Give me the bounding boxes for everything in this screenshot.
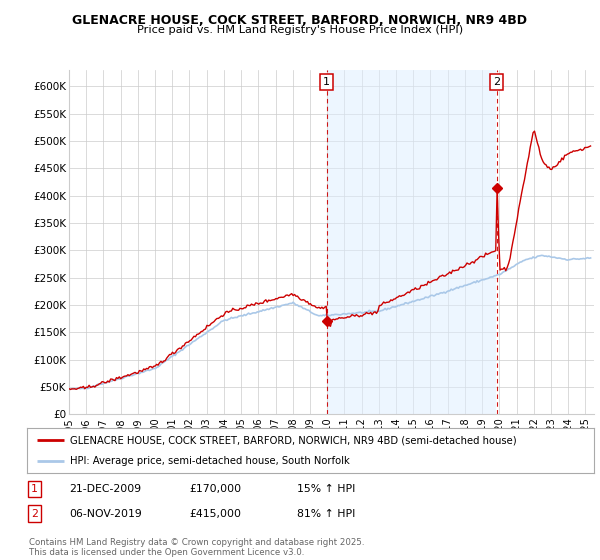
- Text: 15% ↑ HPI: 15% ↑ HPI: [297, 484, 355, 494]
- Text: 2: 2: [31, 508, 38, 519]
- Text: 1: 1: [323, 77, 330, 87]
- Text: 81% ↑ HPI: 81% ↑ HPI: [297, 508, 355, 519]
- Text: £170,000: £170,000: [189, 484, 241, 494]
- Text: GLENACRE HOUSE, COCK STREET, BARFORD, NORWICH, NR9 4BD: GLENACRE HOUSE, COCK STREET, BARFORD, NO…: [73, 14, 527, 27]
- Text: GLENACRE HOUSE, COCK STREET, BARFORD, NORWICH, NR9 4BD (semi-detached house): GLENACRE HOUSE, COCK STREET, BARFORD, NO…: [70, 436, 516, 446]
- Text: £415,000: £415,000: [189, 508, 241, 519]
- Text: 06-NOV-2019: 06-NOV-2019: [69, 508, 142, 519]
- Text: Price paid vs. HM Land Registry's House Price Index (HPI): Price paid vs. HM Land Registry's House …: [137, 25, 463, 35]
- Text: 2: 2: [493, 77, 500, 87]
- Text: 1: 1: [31, 484, 38, 494]
- Text: Contains HM Land Registry data © Crown copyright and database right 2025.
This d: Contains HM Land Registry data © Crown c…: [29, 538, 364, 557]
- Text: 21-DEC-2009: 21-DEC-2009: [69, 484, 141, 494]
- Text: HPI: Average price, semi-detached house, South Norfolk: HPI: Average price, semi-detached house,…: [70, 456, 349, 466]
